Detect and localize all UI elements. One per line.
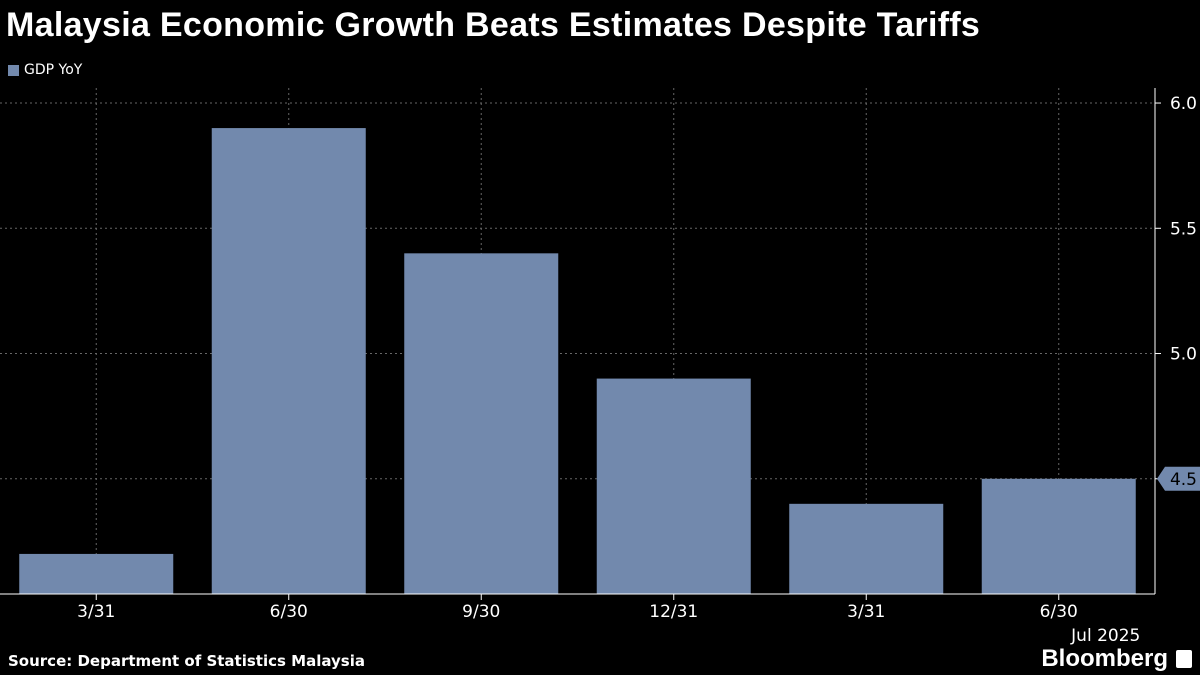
x-tick-label: 12/31: [649, 602, 698, 622]
x-tick-label: 3/31: [77, 602, 115, 622]
bar: [211, 128, 366, 594]
legend: GDP YoY: [8, 62, 82, 78]
y-tick-label: 6.0: [1170, 94, 1197, 114]
chart-title: Malaysia Economic Growth Beats Estimates…: [6, 6, 981, 44]
bar: [404, 253, 559, 595]
legend-label: GDP YoY: [24, 62, 83, 78]
source-note: Source: Department of Statistics Malaysi…: [8, 652, 365, 670]
bloomberg-chart-icon: [1176, 650, 1192, 668]
x-tick-label: 6/30: [270, 602, 308, 622]
brand-logo: Bloomberg: [1041, 645, 1192, 673]
last-value-badge: [1157, 466, 1200, 491]
x-tick-label: 3/31: [847, 602, 885, 622]
y-tick-label: 5.5: [1170, 219, 1197, 239]
bar: [789, 503, 944, 594]
x-tick-label: 9/30: [462, 602, 500, 622]
bar: [981, 478, 1136, 594]
last-value-label: 4.5: [1170, 470, 1197, 490]
bar: [19, 553, 174, 594]
y-tick-label: 5.0: [1170, 345, 1197, 365]
x-sublabel: Jul 2025: [1070, 626, 1140, 646]
bloomberg-wordmark: Bloomberg: [1041, 645, 1168, 672]
x-tick-label: 6/30: [1040, 602, 1078, 622]
legend-swatch: [8, 64, 19, 76]
bar: [596, 378, 751, 594]
